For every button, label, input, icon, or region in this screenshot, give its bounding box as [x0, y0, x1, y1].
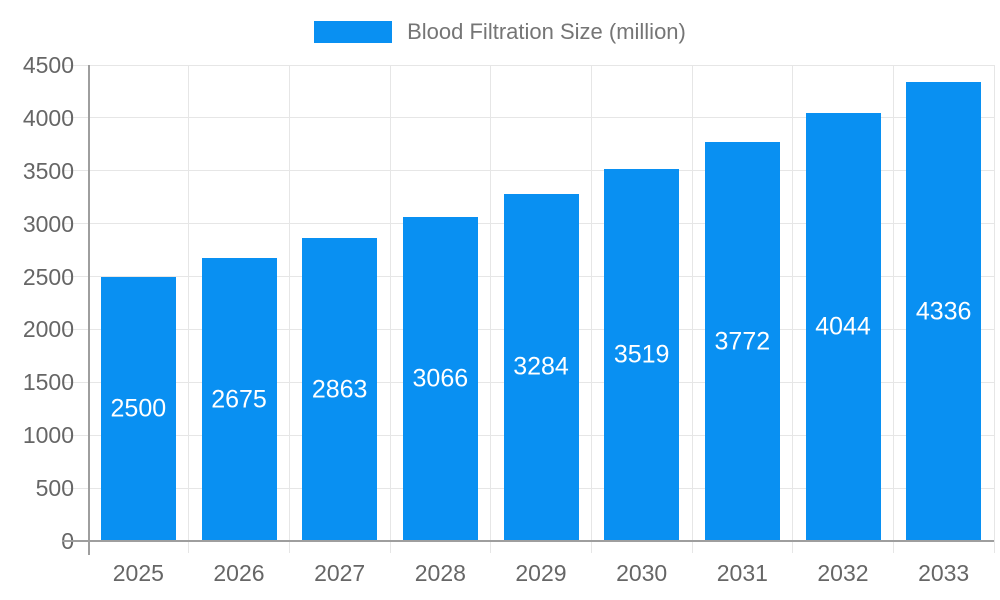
legend-swatch-icon: [314, 21, 393, 43]
x-tick-label-2030: 2030: [616, 560, 668, 586]
x-axis-baseline: [62, 540, 994, 542]
legend-label: Blood Filtration Size (million): [407, 19, 686, 44]
y-tick-label-2000: 2000: [22, 316, 74, 343]
y-tick-label-500: 500: [35, 475, 74, 502]
bar-2032[interactable]: [805, 113, 881, 541]
y-tick-label-1500: 1500: [22, 369, 74, 396]
bar-2028[interactable]: [402, 216, 478, 541]
y-tick-label-2500: 2500: [22, 263, 74, 290]
bar-value-label-2029: 3284: [513, 352, 569, 381]
gridline-y-4000: [62, 117, 994, 119]
bar-2033[interactable]: [906, 82, 982, 541]
legend[interactable]: Blood Filtration Size (million): [0, 17, 1000, 47]
gridline-x-5: [590, 65, 592, 553]
y-tick-label-1000: 1000: [22, 422, 74, 449]
bar-value-label-2026: 2675: [211, 385, 267, 414]
gridline-x-9: [993, 65, 995, 553]
bar-value-label-2031: 3772: [714, 327, 771, 355]
bar-value-label-2027: 2863: [311, 375, 368, 404]
x-tick-label-2031: 2031: [716, 560, 768, 586]
gridline-x-3: [389, 65, 391, 553]
bar-value-label-2032: 4044: [815, 312, 871, 341]
gridline-x-2: [288, 65, 290, 553]
bar-2025[interactable]: [100, 276, 176, 541]
y-tick-label-3000: 3000: [22, 210, 74, 237]
plot-area: 2500 2675 2863 3066 3284 3519 3772 4044 4336: [62, 64, 995, 555]
bar-value-label-2030: 3519: [613, 340, 670, 369]
x-tick-label-2033: 2033: [918, 560, 970, 586]
bar-value-label-2033: 4336: [915, 297, 972, 326]
x-tick-label-2025: 2025: [112, 560, 164, 586]
x-tick-label-2026: 2026: [213, 560, 265, 586]
bar-value-label-2028: 3066: [412, 364, 469, 393]
bar-2027[interactable]: [302, 238, 378, 541]
y-axis-line: [88, 65, 90, 555]
bar-2026[interactable]: [201, 258, 277, 541]
gridline-x-6: [691, 65, 693, 553]
gridline-x-8: [892, 65, 894, 553]
x-tick-label-2028: 2028: [414, 560, 466, 586]
gridline-x-7: [792, 65, 794, 553]
y-tick-label-4000: 4000: [22, 104, 74, 131]
y-tick-label-3500: 3500: [22, 157, 74, 184]
gridline-y-4500: [62, 64, 994, 66]
gridline-x-1: [188, 65, 190, 553]
gridline-x-4: [490, 65, 492, 553]
bar-2030[interactable]: [604, 168, 680, 541]
x-tick-label-2029: 2029: [515, 560, 567, 586]
y-tick-label-4500: 4500: [22, 52, 74, 78]
gridline-y-3500: [62, 170, 994, 172]
x-tick-label-2032: 2032: [817, 560, 869, 586]
bar-2029[interactable]: [503, 193, 579, 541]
bar-2031[interactable]: [704, 142, 780, 541]
bar-value-label-2025: 2500: [110, 394, 167, 423]
x-tick-label-2027: 2027: [314, 560, 366, 586]
